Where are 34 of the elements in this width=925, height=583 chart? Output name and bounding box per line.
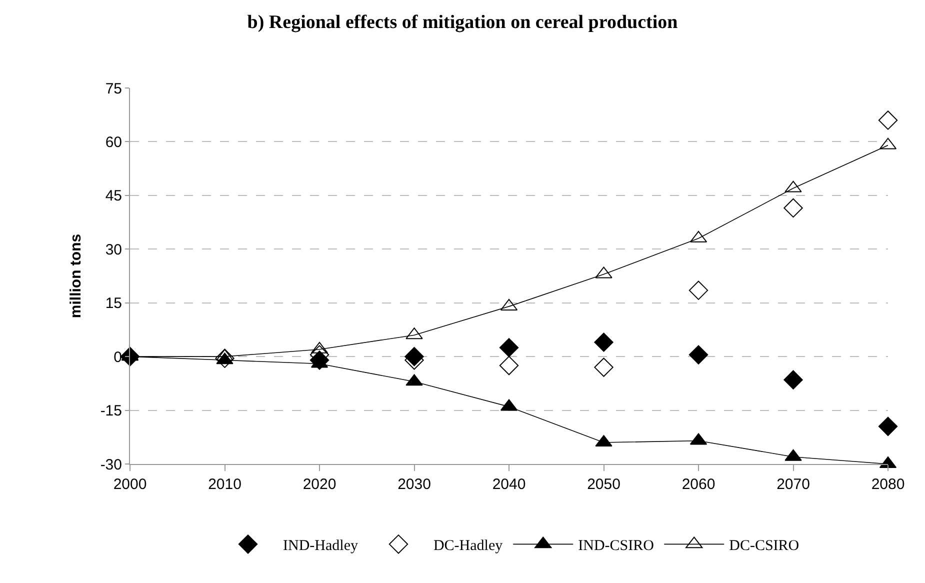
legend-label: DC-CSIRO [729,538,800,554]
legend-label: DC-Hadley [433,538,504,554]
point [784,198,803,218]
point [878,416,898,436]
legend-label: IND-CSIRO [578,538,654,554]
y-tick-label: 45 [105,188,122,205]
point [688,345,708,364]
point [878,110,898,130]
y-tick-label: -30 [100,456,122,474]
y-tick-label: -15 [100,402,122,420]
x-tick-label: 2030 [398,476,431,493]
legend-label: IND-Hadley [283,538,358,554]
x-tick-label: 2060 [682,476,716,493]
y-tick-label: 60 [105,134,122,151]
point [594,332,614,352]
x-tick-label: 2040 [492,476,526,493]
point [499,356,519,376]
point [499,338,519,358]
point [594,358,614,377]
x-tick-label: 2010 [208,476,242,493]
point [784,370,803,390]
x-tick-label: 2020 [302,476,336,493]
x-tick-label: 2070 [776,476,810,493]
point [215,348,234,368]
y-axis-title: million tons [68,234,85,318]
y-tick-label: 0 [114,348,122,366]
point [688,280,708,300]
x-tick-label: 2000 [113,476,147,493]
x-tick-label: 2050 [587,476,620,493]
y-tick-label: 15 [105,295,122,312]
x-tick-label: 2080 [871,476,905,493]
y-tick-label: 75 [105,80,122,98]
chart-title: b) Regional effects of mitigation on cereal production [247,12,678,33]
y-tick-label: 30 [105,241,122,258]
